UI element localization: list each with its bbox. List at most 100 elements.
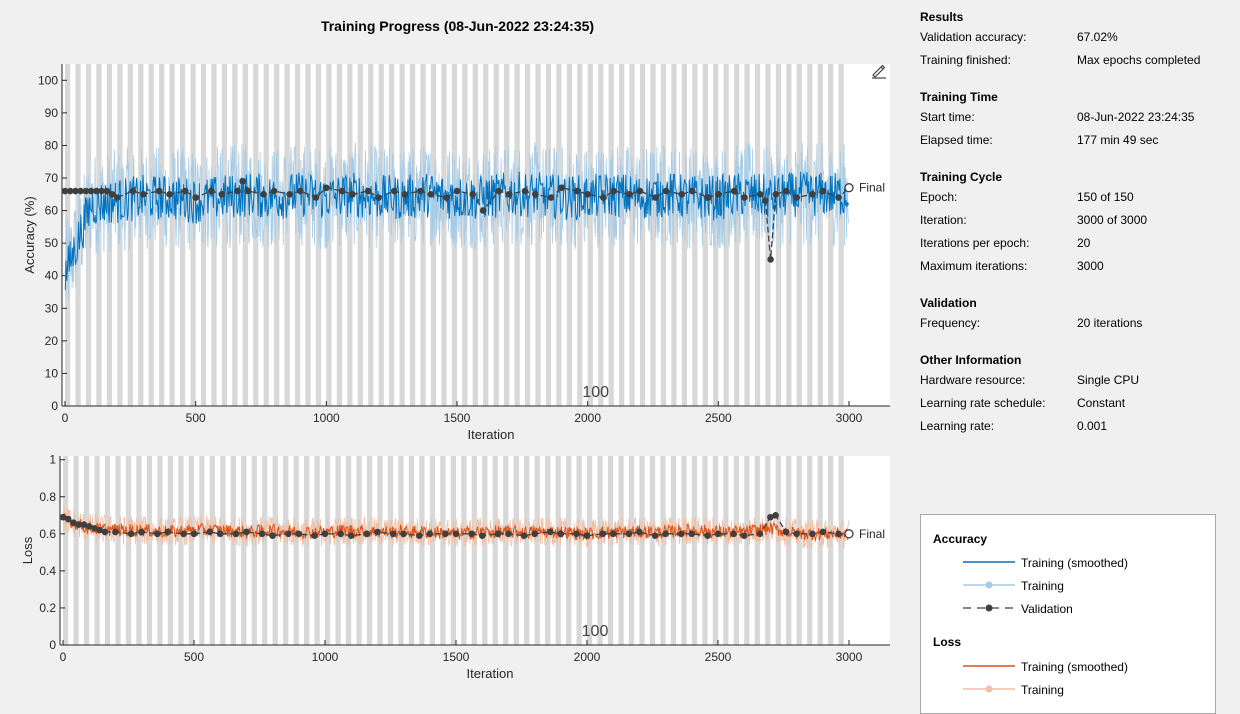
- epoch-marker-label: 100: [582, 384, 609, 401]
- epoch-band: [524, 456, 530, 645]
- epoch-band: [838, 456, 844, 645]
- validation-point: [835, 194, 842, 201]
- validation-point: [349, 190, 356, 198]
- epoch-band: [471, 456, 477, 645]
- epoch-band: [387, 456, 394, 645]
- validation-point: [218, 190, 226, 198]
- validation-point: [662, 187, 670, 195]
- info-value: 3000: [1077, 259, 1104, 273]
- validation-point: [479, 207, 487, 214]
- validation-point: [244, 187, 252, 195]
- info-value: 67.02%: [1077, 30, 1118, 44]
- validation-point: [427, 190, 435, 198]
- validation-point: [166, 190, 173, 198]
- validation-point: [232, 530, 240, 538]
- epoch-band: [828, 456, 834, 645]
- info-section-title: Training Cycle: [920, 170, 1003, 184]
- y-axis-label: Loss: [20, 536, 35, 564]
- validation-point: [636, 528, 643, 536]
- epoch-band: [230, 456, 236, 645]
- validation-point: [416, 532, 423, 539]
- x-tick-label: 2500: [705, 650, 732, 664]
- edit-plot-icon[interactable]: [870, 62, 888, 80]
- validation-point: [127, 530, 135, 538]
- x-tick-label: 1500: [443, 650, 470, 664]
- validation-point: [103, 187, 111, 195]
- validation-point: [819, 187, 827, 195]
- loss-plot[interactable]: 0 0.2 0.4 0.6 0.8 1 0 500 1000 1500 2000 2500 3000 It…: [20, 453, 890, 681]
- info-row: Validation accuracy: 67.02%: [920, 30, 1230, 53]
- epoch-band: [597, 456, 603, 645]
- epoch-band: [650, 64, 656, 406]
- epoch-band: [639, 64, 646, 406]
- epoch-band: [587, 64, 593, 406]
- epoch-band: [619, 64, 625, 406]
- y-tick-label: 100: [38, 73, 58, 87]
- validation-point: [782, 528, 790, 536]
- epoch-band: [555, 456, 561, 645]
- epoch-band: [754, 456, 760, 645]
- epoch-band: [744, 64, 750, 406]
- y-tick-label: 60: [45, 204, 59, 218]
- epoch-band: [274, 64, 280, 406]
- info-row: Maximum iterations: 3000: [920, 259, 1230, 282]
- info-label: Iterations per epoch:: [920, 236, 1030, 250]
- legend-loss-smoothed: Training (smoothed): [961, 659, 1211, 675]
- validation-point: [469, 190, 476, 198]
- epoch-band: [660, 456, 666, 645]
- validation-point: [583, 532, 591, 539]
- epoch-band: [483, 64, 489, 406]
- validation-point: [809, 530, 816, 538]
- y-tick-label: 0.4: [39, 564, 56, 578]
- validation-point: [96, 526, 103, 534]
- final-label: Final: [859, 181, 885, 195]
- validation-point: [375, 194, 382, 201]
- validation-point: [688, 187, 696, 195]
- y-tick-label: 70: [45, 171, 59, 185]
- validation-point: [374, 528, 381, 536]
- info-row: Hardware resource: Single CPU: [920, 373, 1230, 396]
- validation-point: [730, 187, 738, 195]
- validation-point: [417, 187, 424, 195]
- epoch-band: [106, 64, 113, 406]
- validation-series-line: [65, 179, 850, 260]
- validation-point: [782, 187, 790, 195]
- validation-point: [610, 187, 618, 195]
- validation-point: [80, 521, 88, 528]
- legend-acc-validation-label: Validation: [1021, 602, 1073, 616]
- validation-point: [609, 530, 617, 538]
- info-label: Maximum iterations:: [920, 259, 1028, 273]
- training-info-panel: Results Validation accuracy: 67.02% Trainin…: [920, 10, 1230, 442]
- validation-point: [101, 528, 109, 536]
- epoch-band: [786, 456, 792, 645]
- info-label: Validation accuracy:: [920, 30, 1027, 44]
- validation-point: [730, 530, 738, 538]
- validation-point: [64, 515, 72, 523]
- epoch-band: [796, 64, 802, 406]
- epoch-band: [325, 456, 331, 645]
- y-tick-label: 0.2: [39, 601, 56, 615]
- epoch-band: [190, 64, 196, 406]
- epoch-band: [754, 64, 761, 406]
- epoch-band: [733, 456, 739, 645]
- info-value: 150 of 150: [1077, 190, 1134, 204]
- validation-point: [295, 530, 303, 538]
- validation-point: [625, 530, 633, 538]
- validation-point: [662, 530, 669, 538]
- validation-point: [704, 532, 711, 539]
- validation-point: [93, 187, 100, 195]
- info-value: 177 min 49 sec: [1077, 133, 1159, 147]
- validation-point: [599, 530, 607, 538]
- epoch-band: [85, 64, 92, 406]
- validation-point: [180, 530, 187, 538]
- epoch-band: [73, 456, 79, 645]
- validation-point: [70, 519, 77, 527]
- x-tick-label: 500: [184, 650, 204, 664]
- validation-point: [678, 530, 685, 538]
- info-label: Learning rate schedule:: [920, 396, 1046, 410]
- epoch-band: [681, 64, 687, 406]
- info-row: Training finished: Max epochs completed: [920, 53, 1230, 76]
- epoch-band: [253, 64, 259, 406]
- info-row: Start time: 08-Jun-2022 23:24:35: [920, 110, 1230, 133]
